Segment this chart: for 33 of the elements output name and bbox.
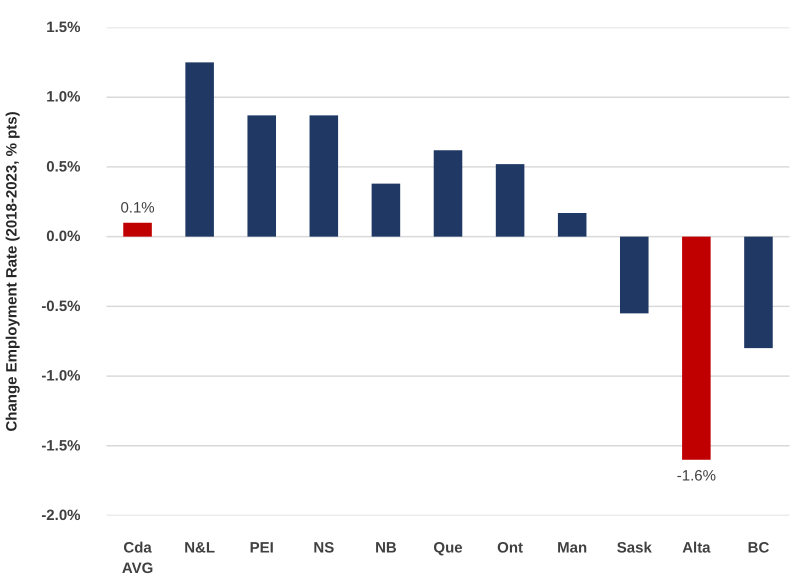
x-tick-label: PEI (250, 540, 274, 556)
bar (682, 236, 711, 460)
x-tick-label: NB (375, 540, 397, 556)
x-tick-label: Man (557, 540, 588, 556)
x-tick-label: NS (313, 540, 334, 556)
y-tick-label: 1.5% (46, 19, 81, 36)
x-tick-label: BC (748, 540, 770, 556)
bar (372, 184, 400, 237)
data-label: -1.6% (676, 468, 716, 485)
bar (496, 164, 524, 237)
bar (185, 62, 214, 237)
x-tick-label: Alta (682, 540, 712, 556)
data-label: 0.1% (120, 200, 155, 217)
bar (310, 115, 338, 237)
bar (620, 236, 649, 314)
x-tick-label: Que (433, 540, 463, 556)
y-tick-label: 0.0% (46, 228, 81, 246)
y-axis-title: Change Employment Rate (2018-2023, % pts) (3, 111, 20, 432)
y-tick-label: -1.0% (41, 368, 81, 385)
x-tick-label: Cda AVG (122, 540, 154, 577)
y-tick-label: -0.5% (41, 298, 81, 315)
bar (744, 236, 773, 348)
x-tick-label: N&L (184, 540, 216, 556)
bar (247, 115, 276, 237)
y-tick-label: 0.5% (46, 158, 81, 176)
bar (123, 222, 152, 237)
x-tick-label: Sask (616, 540, 652, 556)
y-tick-label: -2.0% (41, 507, 81, 524)
y-tick-label: 1.0% (46, 88, 81, 106)
bar (434, 150, 462, 237)
y-tick-label: -1.5% (41, 437, 81, 454)
x-tick-label: Ont (497, 540, 524, 556)
bar (558, 212, 586, 237)
